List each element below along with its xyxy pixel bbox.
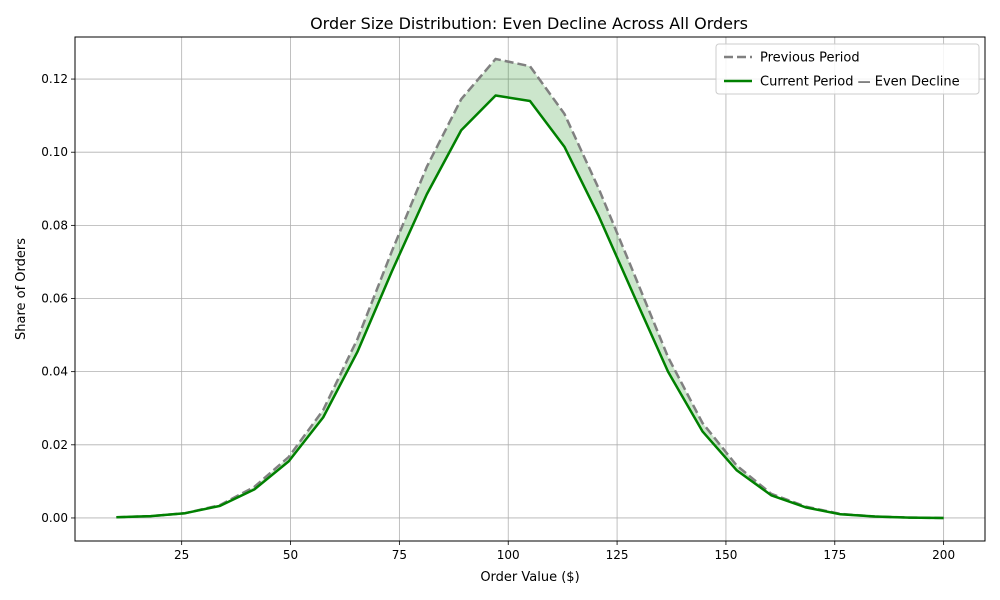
current-period-line <box>116 94 944 520</box>
x-tick-label: 125 <box>606 548 629 562</box>
x-tick-label: 25 <box>174 548 189 562</box>
legend-label: Current Period — Even Decline <box>760 75 960 90</box>
y-tick-label: 0.12 <box>41 72 68 86</box>
x-tick-label: 75 <box>392 548 407 562</box>
x-tick-label: 175 <box>823 548 846 562</box>
plot-area-frame <box>74 36 986 542</box>
legend-box <box>715 43 980 95</box>
x-tick-label: 200 <box>932 548 955 562</box>
y-tick-label: 0.06 <box>41 292 68 306</box>
series-lines <box>116 57 944 520</box>
axis-ticks: 25 50 75 100 125 150 175 200 0.00 0.02 0.04 0.06 0.0… <box>41 72 955 562</box>
chart-title: Order Size Distribution: Even Decline Ac… <box>310 14 748 33</box>
y-tick-label: 0.04 <box>41 365 68 379</box>
y-tick-label: 0.02 <box>41 438 68 452</box>
x-tick-label: 150 <box>714 548 737 562</box>
y-tick-label: 0.00 <box>41 511 68 525</box>
y-axis-label: Share of Orders <box>14 238 29 340</box>
x-axis-label: Order Value ($) <box>480 570 579 585</box>
y-tick-label: 0.08 <box>41 218 68 232</box>
grid <box>75 37 985 541</box>
x-tick-label: 100 <box>497 548 520 562</box>
legend: Previous Period Current Period — Even Dec… <box>715 43 980 95</box>
legend-label: Previous Period <box>760 51 860 66</box>
y-tick-label: 0.10 <box>41 145 68 159</box>
x-tick-label: 50 <box>283 548 298 562</box>
